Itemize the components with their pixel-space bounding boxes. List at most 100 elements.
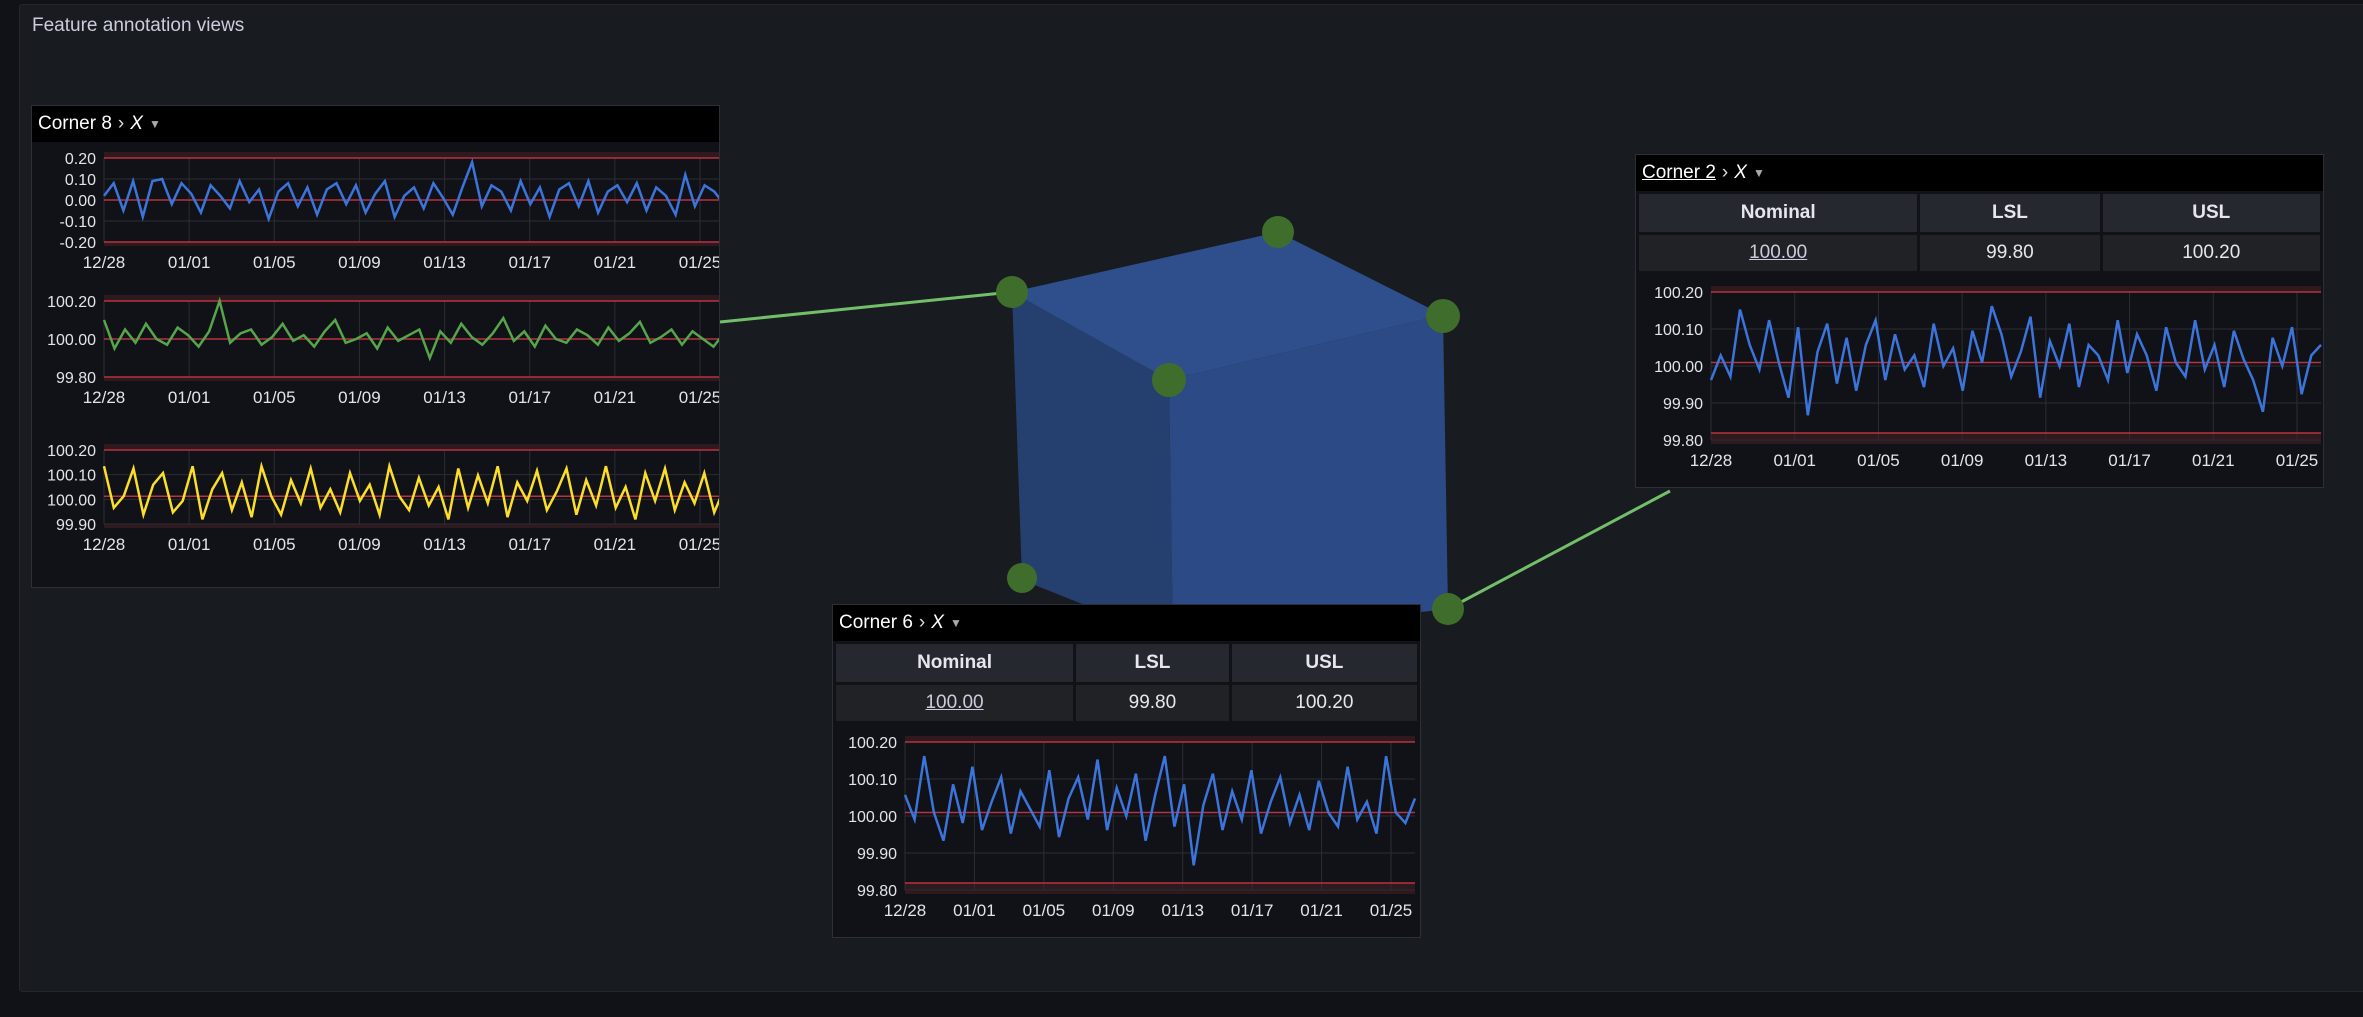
x-tick-label: 01/21 <box>2192 451 2235 470</box>
y-tick-label: 100.10 <box>1654 322 1703 339</box>
upper-limit-band <box>104 295 724 301</box>
chevron-right-icon: › <box>918 612 926 633</box>
x-tick-label: 01/25 <box>2276 451 2319 470</box>
header-lsl: LSL <box>1076 644 1229 682</box>
x-tick-label: 01/17 <box>2108 451 2151 470</box>
card-corner2: Corner 2 › X ▼ Nominal LSL USL 100.00 99… <box>1635 154 2324 488</box>
nominal-value[interactable]: 100.00 <box>1639 235 1918 271</box>
y-tick-label: 100.20 <box>47 294 96 311</box>
series-line <box>903 755 1417 866</box>
card-header: Corner 6 › X ▼ <box>833 605 1420 641</box>
x-tick-label: 01/01 <box>168 253 211 272</box>
x-tick-label: 01/05 <box>1023 901 1066 920</box>
x-tick-label: 01/13 <box>423 388 466 407</box>
connector-corner2 <box>1447 489 1671 611</box>
chart-c8-c: 12/28 01/01 01/05 01/09 01/13 01/17 01/21 01/25… <box>47 443 726 554</box>
x-tick-label: 12/28 <box>884 901 927 920</box>
usl-value: 100.20 <box>2102 235 2320 271</box>
x-tick-label: 01/13 <box>1161 901 1204 920</box>
chart-c8-a: 12/28 01/01 01/05 01/09 01/13 01/17 01/21 01/25… <box>60 151 725 272</box>
cube-front-face <box>1169 315 1448 640</box>
x-tick-label: 12/28 <box>83 253 126 272</box>
series-line <box>1709 305 2322 416</box>
x-tick-label: 01/25 <box>679 535 719 554</box>
x-tick-label: 12/28 <box>1690 451 1733 470</box>
x-tick-label: 01/05 <box>253 535 296 554</box>
card-title[interactable]: Corner 8 <box>38 113 112 134</box>
series-line <box>102 461 726 520</box>
cube-top-face <box>1012 232 1443 380</box>
series-line <box>102 296 725 362</box>
spec-table: Nominal LSL USL 100.00 99.80 100.20 <box>1636 191 2323 274</box>
usl-value: 100.20 <box>1231 685 1417 721</box>
x-tick-label: 12/28 <box>83 388 126 407</box>
y-tick-label: 100.00 <box>1654 359 1703 376</box>
upper-limit-band <box>1711 286 2321 292</box>
lower-limit-band <box>905 882 1415 894</box>
y-tick-label: -0.20 <box>60 235 97 252</box>
chart-c2: 12/28 01/01 01/05 01/09 01/13 01/17 01/21 01/25… <box>1654 285 2322 470</box>
x-tick-label: 01/05 <box>1857 451 1900 470</box>
cube-node-icon[interactable] <box>1432 593 1464 625</box>
connector-corner8 <box>719 290 1013 324</box>
y-tick-label: 100.10 <box>848 772 897 789</box>
x-tick-label: 01/17 <box>508 535 551 554</box>
x-tick-label: 01/01 <box>168 535 211 554</box>
cube-node-icon[interactable] <box>1426 299 1460 333</box>
nominal-value[interactable]: 100.00 <box>836 685 1074 721</box>
caret-down-icon[interactable]: ▼ <box>949 616 962 630</box>
x-tick-label: 01/01 <box>168 388 211 407</box>
axis-selector[interactable]: X <box>931 612 944 633</box>
y-tick-label: 100.20 <box>47 443 96 460</box>
x-tick-label: 01/13 <box>423 535 466 554</box>
lsl-value: 99.80 <box>1920 235 2100 271</box>
series-line <box>103 157 725 223</box>
upper-limit-band <box>905 736 1415 742</box>
x-tick-label: 01/25 <box>1370 901 1413 920</box>
x-tick-label: 01/21 <box>594 253 637 272</box>
cube-node-icon[interactable] <box>1152 363 1186 397</box>
header-lsl: LSL <box>1920 194 2100 232</box>
cube-node-icon[interactable] <box>1262 216 1294 248</box>
axis-selector[interactable]: X <box>1734 162 1747 183</box>
cube-left-face <box>1012 292 1173 640</box>
x-tick-label: 01/21 <box>1300 901 1343 920</box>
x-tick-label: 01/09 <box>1941 451 1984 470</box>
x-tick-label: 01/25 <box>679 253 719 272</box>
x-tick-label: 01/17 <box>1231 901 1274 920</box>
header-nominal: Nominal <box>1639 194 1918 232</box>
lower-limit-band <box>1711 432 2321 444</box>
x-tick-label: 01/09 <box>338 253 381 272</box>
header-usl: USL <box>1231 644 1417 682</box>
axis-selector[interactable]: X <box>130 113 143 134</box>
x-tick-label: 01/01 <box>1773 451 1816 470</box>
upper-limit-band <box>104 444 724 450</box>
x-tick-label: 01/13 <box>2025 451 2068 470</box>
card-title[interactable]: Corner 6 <box>839 612 913 633</box>
chart-c6: 12/28 01/01 01/05 01/09 01/13 01/17 01/21 01/25… <box>848 735 1417 920</box>
x-tick-label: 01/09 <box>338 535 381 554</box>
y-tick-label: 99.90 <box>857 846 897 863</box>
lower-limit-band <box>104 242 724 246</box>
card-header: Corner 2 › X ▼ <box>1636 155 2323 191</box>
caret-down-icon[interactable]: ▼ <box>1752 166 1765 180</box>
card-title[interactable]: Corner 2 <box>1642 162 1716 183</box>
chevron-right-icon: › <box>1721 162 1729 183</box>
upper-limit-band <box>104 152 724 158</box>
x-tick-label: 01/17 <box>508 388 551 407</box>
cube-node-icon[interactable] <box>996 276 1028 308</box>
card-corner6: Corner 6 › X ▼ Nominal LSL USL 100.00 99… <box>832 604 1421 938</box>
x-tick-label: 12/28 <box>83 535 126 554</box>
chevron-right-icon: › <box>117 113 125 134</box>
panel-title: Feature annotation views <box>32 15 245 36</box>
cube-node-icon[interactable] <box>1007 563 1037 593</box>
x-tick-label: 01/05 <box>253 388 296 407</box>
caret-down-icon[interactable]: ▼ <box>148 117 161 131</box>
header-nominal: Nominal <box>836 644 1074 682</box>
card-corner8: Corner 8 › X ▼ 12/28 01/01 01/05 01/09 01/13… <box>31 105 726 588</box>
y-tick-label: 99.90 <box>56 517 96 534</box>
chart-c8-b: 12/28 01/01 01/05 01/09 01/13 01/17 01/21 01/25… <box>47 294 725 407</box>
lower-limit-band <box>104 377 724 381</box>
y-tick-label: 0.10 <box>65 172 96 189</box>
